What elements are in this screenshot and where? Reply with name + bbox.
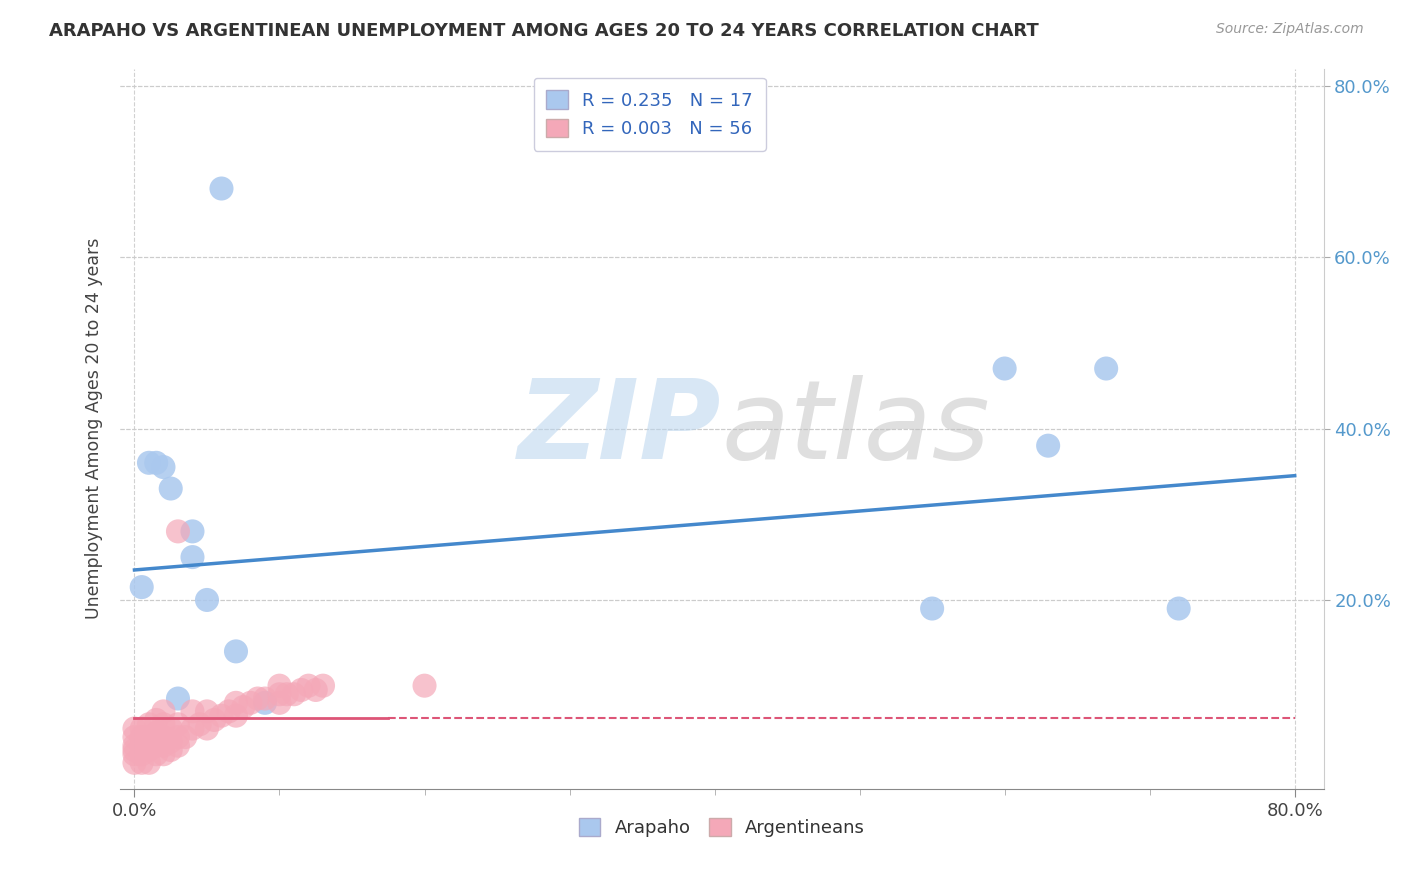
Point bbox=[167, 730, 190, 744]
Text: Source: ZipAtlas.com: Source: ZipAtlas.com bbox=[1216, 22, 1364, 37]
Point bbox=[246, 691, 269, 706]
Point bbox=[232, 700, 254, 714]
Point bbox=[167, 717, 190, 731]
Point bbox=[138, 730, 160, 744]
Point bbox=[921, 601, 943, 615]
Y-axis label: Unemployment Among Ages 20 to 24 years: Unemployment Among Ages 20 to 24 years bbox=[86, 238, 103, 619]
Point bbox=[269, 687, 291, 701]
Point bbox=[131, 739, 153, 753]
Point bbox=[297, 679, 319, 693]
Point bbox=[1167, 601, 1189, 615]
Point bbox=[1036, 439, 1059, 453]
Legend: Arapaho, Argentineans: Arapaho, Argentineans bbox=[571, 811, 872, 845]
Point bbox=[152, 739, 174, 753]
Point bbox=[283, 687, 305, 701]
Point bbox=[145, 726, 167, 740]
Point bbox=[138, 456, 160, 470]
Point bbox=[167, 691, 190, 706]
Point bbox=[305, 682, 328, 697]
Text: atlas: atlas bbox=[721, 375, 990, 482]
Point bbox=[145, 747, 167, 762]
Text: ZIP: ZIP bbox=[519, 375, 721, 482]
Point bbox=[131, 730, 153, 744]
Point bbox=[195, 593, 218, 607]
Point bbox=[159, 722, 181, 736]
Point bbox=[152, 730, 174, 744]
Point bbox=[145, 739, 167, 753]
Point bbox=[994, 361, 1017, 376]
Point bbox=[253, 691, 276, 706]
Point bbox=[124, 722, 146, 736]
Point bbox=[195, 722, 218, 736]
Point bbox=[167, 524, 190, 539]
Point bbox=[131, 722, 153, 736]
Point bbox=[1095, 361, 1118, 376]
Point bbox=[152, 705, 174, 719]
Point bbox=[138, 717, 160, 731]
Point bbox=[181, 722, 204, 736]
Point bbox=[159, 743, 181, 757]
Point bbox=[124, 756, 146, 770]
Point bbox=[138, 743, 160, 757]
Point bbox=[218, 705, 240, 719]
Point bbox=[239, 696, 262, 710]
Point bbox=[225, 696, 247, 710]
Point bbox=[269, 679, 291, 693]
Point bbox=[152, 460, 174, 475]
Point bbox=[202, 713, 225, 727]
Point bbox=[312, 679, 335, 693]
Point bbox=[131, 747, 153, 762]
Point bbox=[167, 739, 190, 753]
Point bbox=[152, 747, 174, 762]
Text: ARAPAHO VS ARGENTINEAN UNEMPLOYMENT AMONG AGES 20 TO 24 YEARS CORRELATION CHART: ARAPAHO VS ARGENTINEAN UNEMPLOYMENT AMON… bbox=[49, 22, 1039, 40]
Point bbox=[152, 717, 174, 731]
Point bbox=[174, 730, 197, 744]
Point bbox=[124, 747, 146, 762]
Point bbox=[145, 456, 167, 470]
Point bbox=[159, 734, 181, 748]
Point bbox=[269, 696, 291, 710]
Point bbox=[124, 739, 146, 753]
Point bbox=[290, 682, 312, 697]
Point bbox=[131, 756, 153, 770]
Point bbox=[124, 743, 146, 757]
Point bbox=[253, 696, 276, 710]
Point bbox=[181, 550, 204, 565]
Point bbox=[211, 181, 233, 195]
Point bbox=[188, 717, 211, 731]
Point bbox=[145, 713, 167, 727]
Point bbox=[181, 705, 204, 719]
Point bbox=[211, 708, 233, 723]
Point bbox=[159, 482, 181, 496]
Point bbox=[276, 687, 298, 701]
Point bbox=[225, 708, 247, 723]
Point bbox=[413, 679, 436, 693]
Point bbox=[181, 524, 204, 539]
Point bbox=[195, 705, 218, 719]
Point bbox=[131, 580, 153, 594]
Point bbox=[138, 756, 160, 770]
Point bbox=[124, 730, 146, 744]
Point bbox=[225, 644, 247, 658]
